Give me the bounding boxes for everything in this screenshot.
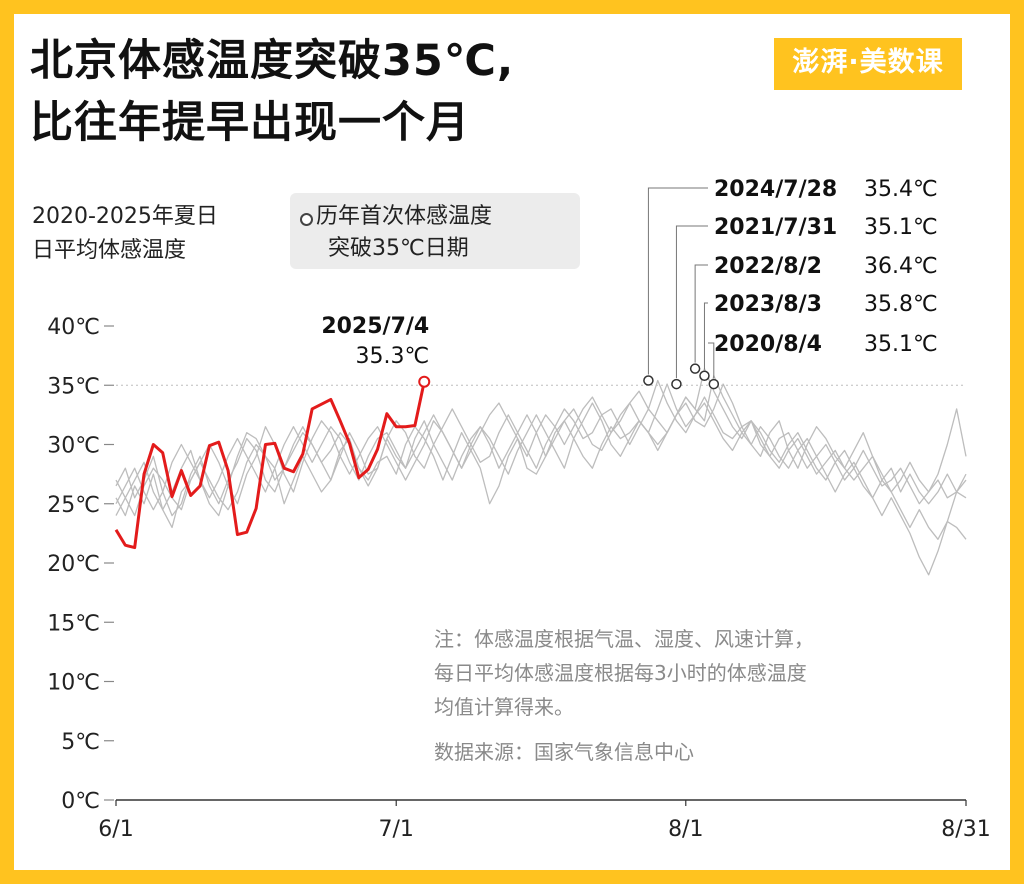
title-line-1: 北京体感温度突破35℃, [30,36,515,86]
highlight-end-marker [418,375,431,388]
subtitle-line-2: 日平均体感温度 [32,238,187,263]
ring-marker-icon [300,213,313,226]
y-tick-label: 10℃ [47,671,100,696]
y-tick-label: 5℃ [61,730,100,755]
first-exceed-leader [708,342,715,379]
x-tick-label: 8/1 [668,817,703,842]
note-line-2: 每日平均体感温度根据每3小时的体感温度 [434,661,807,685]
x-tick-label: 6/1 [98,817,133,842]
brand-logo: 澎湃·美数课 [774,38,962,90]
first-exceed-leader [694,264,708,363]
y-tick-label: 20℃ [47,552,100,577]
history-line-2023 [115,375,967,576]
legend-line-2: 突破35℃日期 [328,236,469,261]
data-source: 数据来源：国家气象信息中心 [434,740,694,764]
first-exceed-leader [675,225,708,379]
highlight-date-label: 2025/7/4 [321,314,429,339]
first-exceed-marker [699,370,710,382]
y-tick-label: 25℃ [47,493,100,518]
first-exceed-value: 35.8℃ [864,292,938,317]
first-exceed-date: 2023/8/3 [714,292,822,317]
note-line-3: 均值计算得来。 [434,695,574,719]
note-line-1: 注：体感温度根据气温、湿度、风速计算， [434,627,814,651]
history-line-2022 [115,368,967,540]
subtitle-line-1: 2020-2025年夏日 [32,204,218,229]
history-line-2020 [115,383,967,529]
first-exceed-date: 2020/8/4 [714,332,822,357]
y-tick-label: 30℃ [47,434,100,459]
y-tick-label: 40℃ [47,315,100,340]
first-exceed-value: 36.4℃ [864,254,938,279]
history-line-2021 [115,383,967,517]
highlight-line-2025 [114,381,426,550]
chart-subtitle: 2020-2025年夏日 日平均体感温度 [32,200,218,268]
title-line-2: 比往年提早出现一个月 [30,98,470,148]
first-exceed-value: 35.1℃ [864,332,938,357]
first-exceed-marker [689,363,701,374]
chart-title: 北京体感温度突破35℃, 比往年提早出现一个月 [30,30,514,154]
legend-box: 历年首次体感温度 突破35℃日期 [290,193,580,269]
first-exceed-marker [671,378,682,390]
highlight-value-label: 35.3℃ [356,344,430,369]
history-line-2024 [115,379,967,511]
y-tick-label: 15℃ [47,611,100,636]
first-exceed-value: 35.1℃ [864,215,938,240]
first-exceed-date: 2021/7/31 [714,215,837,240]
x-tick-label: 8/31 [941,817,990,842]
first-exceed-leader [703,302,708,370]
y-tick-label: 0℃ [61,789,100,814]
first-exceed-marker [643,375,654,386]
chart-note: 注：体感温度根据气温、湿度、风速计算， 每日平均体感温度根据每3小时的体感温度 … [434,622,814,724]
chart-card [14,14,1010,870]
first-exceed-value: 35.4℃ [864,177,938,202]
first-exceed-date: 2024/7/28 [714,177,837,202]
x-tick-label: 7/1 [379,817,414,842]
y-tick-label: 35℃ [47,374,100,399]
first-exceed-leader [647,187,708,375]
legend-line-1: 历年首次体感温度 [316,204,493,229]
first-exceed-date: 2022/8/2 [714,254,822,279]
first-exceed-marker [708,378,720,390]
